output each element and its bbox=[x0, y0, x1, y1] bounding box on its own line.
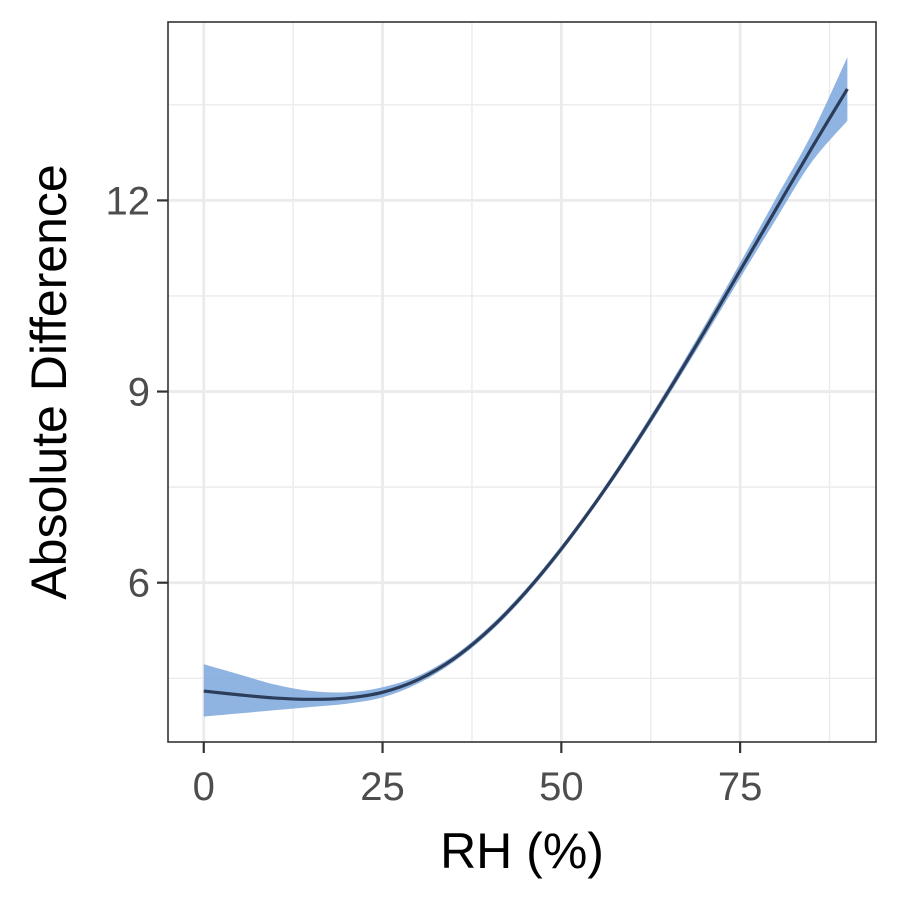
y-tick-label: 9 bbox=[128, 371, 150, 415]
x-tick-label: 75 bbox=[718, 765, 763, 809]
y-tick-label: 6 bbox=[128, 562, 150, 606]
plot-border bbox=[167, 21, 877, 743]
x-axis-ticks: 0 25 50 75 bbox=[193, 742, 763, 809]
y-tick-label: 12 bbox=[106, 179, 151, 223]
x-tick-label: 0 bbox=[193, 765, 215, 809]
x-tick-label: 50 bbox=[539, 765, 584, 809]
trend-line bbox=[203, 88, 849, 701]
y-axis-title: Absolute Difference bbox=[21, 164, 77, 599]
plot-panel bbox=[168, 22, 876, 742]
x-axis-title: RH (%) bbox=[440, 823, 604, 879]
y-axis-ticks: 6 9 12 bbox=[106, 179, 168, 606]
grid-major bbox=[168, 22, 876, 742]
grid-minor bbox=[168, 22, 876, 742]
x-tick-label: 25 bbox=[360, 765, 405, 809]
